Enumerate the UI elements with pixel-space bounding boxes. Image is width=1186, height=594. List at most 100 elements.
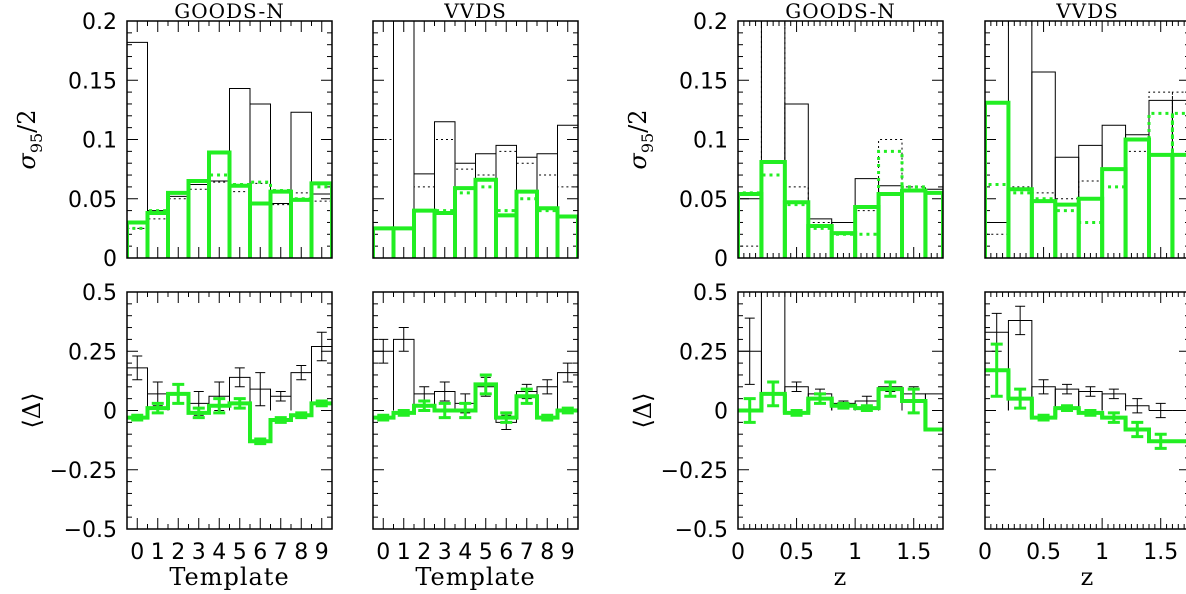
green-hist-bin-0 <box>738 192 764 258</box>
green-hist-bin-3 <box>1053 202 1081 258</box>
green-dotted-hist-bin-5 <box>228 183 252 258</box>
black-hist-bin-3 <box>1054 156 1080 258</box>
black-dotted-hist-bin-7 <box>1148 91 1173 258</box>
black-hist-bin-5 <box>229 88 251 258</box>
green-dotted-hist-bin-3 <box>187 179 211 258</box>
x-tick-label: 4 <box>458 540 472 565</box>
axes-frame <box>372 291 579 530</box>
plot-area <box>738 21 943 258</box>
black-dotted-hist-bin-3 <box>434 139 456 258</box>
panel-title: GOODS-N <box>174 0 285 23</box>
green-errorbar-2 <box>1037 413 1050 422</box>
x-tick-label: 1.5 <box>896 540 931 565</box>
green-dotted-hist-bin-7 <box>1147 111 1174 258</box>
black-dotted-hist <box>985 91 1186 258</box>
y-axis-label: σ95/2 <box>624 109 657 169</box>
black-dotted-hist-bin-1 <box>1007 186 1033 258</box>
black-dotted-hist-bin-4 <box>454 168 476 258</box>
panel-c-bot: −0.5 −0.25 0 0.25 0.5 0 0.5 1 1.5 z ⟨Δ⟩ <box>629 281 944 591</box>
y-axis-label: σ95/2 <box>13 109 46 169</box>
black-dotted-hist-bin-8 <box>290 192 312 258</box>
green-hist-bin-5 <box>853 205 881 258</box>
black-errorbar-2 <box>791 381 802 393</box>
x-tick-label: 0 <box>376 540 390 565</box>
green-dotted-hist-bin-8 <box>923 191 943 258</box>
x-tick-label: 1 <box>848 540 862 565</box>
x-tick-label: 3 <box>192 540 206 565</box>
green-errorbar-4 <box>213 397 226 415</box>
black-dotted-hist-bin-6 <box>249 182 271 258</box>
green-errorbar-2 <box>790 409 803 417</box>
y-tick-labels: −0.5 −0.25 0 0.25 0.5 <box>661 281 728 543</box>
plot-area <box>373 21 578 258</box>
y-tick-label: −0.25 <box>50 459 117 484</box>
green-hist-bin-9 <box>309 181 332 258</box>
y-tick-label: 0.15 <box>68 69 117 94</box>
y-axis-label: ⟨Δ⟩ <box>629 392 657 428</box>
green-dotted-hist-bin-6 <box>248 180 272 258</box>
x-tick-label: 0 <box>731 540 745 565</box>
black-dotted-hist-bin-7 <box>516 162 538 258</box>
y-tick-label: 0.5 <box>693 281 728 306</box>
green-dotted-hist-bin-3 <box>1053 209 1081 258</box>
green-errorbar-8 <box>541 413 554 422</box>
black-hist-bin-4 <box>454 162 476 258</box>
y-tick-label: −0.25 <box>661 459 728 484</box>
green-verticals <box>1006 370 1151 442</box>
black-hist-bin-8 <box>924 188 943 258</box>
green-dotted-hist-bin-0 <box>985 183 1010 258</box>
black-hist-bin-5 <box>1101 124 1127 258</box>
black-hist-bin-1 <box>393 21 415 258</box>
green-hist-bin-4 <box>1076 196 1105 258</box>
y-tick-label: 0.05 <box>679 188 728 213</box>
x-tick-label: 5 <box>233 540 247 565</box>
x-tick-label: 8 <box>540 540 554 565</box>
black-hist-bin-8 <box>290 111 312 258</box>
black-mean-hist-bin-8 <box>924 393 943 411</box>
green-errorbar-8 <box>295 411 308 420</box>
y-tick-label: −0.5 <box>675 518 728 543</box>
green-mean-line <box>985 368 1186 444</box>
plot-area <box>127 41 332 258</box>
green-dotted-hist-bin-4 <box>207 173 231 258</box>
y-tick-labels: 0 0.05 0.1 0.15 0.2 <box>68 10 117 272</box>
green-errorbar-1 <box>767 380 780 408</box>
green-dotted-hist-bin-6 <box>877 149 904 258</box>
plot-area <box>127 331 332 446</box>
y-tick-label: 0 <box>714 247 728 272</box>
black-dotted-hist-bin-8 <box>1171 91 1186 258</box>
green-hist-bin-5 <box>1100 167 1128 258</box>
green-errorbar-0 <box>743 397 756 424</box>
green-errorbar-5 <box>479 373 492 396</box>
black-errorbar-8 <box>542 379 553 395</box>
panel-title: VVDS <box>443 0 507 23</box>
black-hist-bin-9 <box>557 124 578 258</box>
plot-area <box>985 21 1186 258</box>
x-tick-label: 7 <box>520 540 534 565</box>
green-errorbar-3 <box>1061 404 1073 412</box>
axes-frame <box>126 291 333 530</box>
black-errorbar-2 <box>1038 379 1049 395</box>
x-tick-label: 1 <box>1095 540 1109 565</box>
x-tick-label: 6 <box>499 540 513 565</box>
black-errorbar-7 <box>1155 402 1166 419</box>
black-hist-bin-8 <box>1171 99 1186 258</box>
plot-area <box>373 327 578 430</box>
x-axis-label: z <box>1081 563 1095 591</box>
green-errorbars <box>743 380 920 424</box>
x-tick-label: 0.5 <box>1026 540 1061 565</box>
green-hist-bin-0 <box>985 100 1011 258</box>
black-dotted-hist-bin-0 <box>985 233 1009 258</box>
green-dotted-hist-bin-8 <box>1170 111 1186 258</box>
black-hist-bin-2 <box>1031 71 1056 258</box>
green-errorbar-6 <box>1131 420 1144 439</box>
x-tick-label: 4 <box>212 540 226 565</box>
green-hist-bin-1 <box>1006 187 1034 258</box>
y-tick-label: 0 <box>103 400 117 425</box>
green-errorbar-0 <box>131 413 144 422</box>
x-tick-label: 2 <box>171 540 185 565</box>
green-hist-bin-8 <box>923 190 943 258</box>
x-tick-label: 1.5 <box>1143 540 1178 565</box>
black-hist-bin-2 <box>784 103 809 258</box>
green-errorbar-7 <box>274 416 287 424</box>
